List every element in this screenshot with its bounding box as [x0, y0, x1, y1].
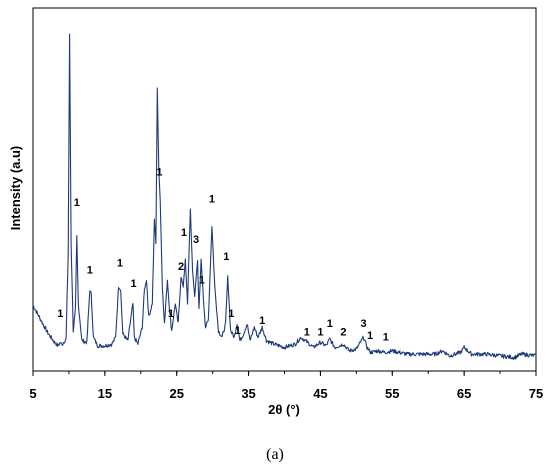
peak-label: 3: [193, 234, 199, 246]
peak-label: 1: [367, 330, 373, 342]
y-axis-title: Intensity (a.u): [8, 146, 23, 231]
x-tick-label: 45: [313, 386, 327, 401]
peak-label: 1: [209, 194, 215, 206]
x-tick-labels: 5 15 25 35 45 55 65 75: [29, 386, 543, 401]
peak-label: 1: [117, 258, 123, 270]
axes: [32, 7, 537, 376]
x-tick-label: 65: [457, 386, 471, 401]
peak-label: 1: [87, 264, 93, 276]
peak-label: 1: [156, 167, 162, 179]
peak-label: 1: [199, 274, 205, 286]
x-tick-label: 25: [169, 386, 183, 401]
x-axis-title: 2θ (°): [268, 402, 300, 417]
peak-label: 1: [317, 327, 323, 339]
peak-label: 1: [168, 308, 174, 320]
peak-label: 2: [340, 327, 346, 339]
x-tick-label: 5: [29, 386, 36, 401]
peak-label: 1: [74, 197, 80, 209]
peak-label: 1: [235, 325, 241, 337]
peak-label: 1: [228, 308, 234, 320]
x-tick-label: 15: [98, 386, 112, 401]
x-tick-label: 75: [529, 386, 543, 401]
peak-label: 3: [360, 318, 366, 330]
xrd-pattern-line: [32, 33, 537, 360]
peak-label: 1: [304, 327, 310, 339]
peak-label: 1: [383, 332, 389, 344]
series-group: [32, 33, 537, 360]
peak-label: 1: [181, 227, 187, 239]
figure-caption: (a): [266, 446, 284, 463]
x-tick-label: 55: [385, 386, 399, 401]
peak-label: 2: [178, 261, 184, 273]
peak-label: 1: [327, 318, 333, 330]
peak-label: 1: [131, 278, 137, 290]
x-tick-label: 35: [241, 386, 255, 401]
plot-frame: [32, 7, 537, 372]
peak-label: 1: [259, 315, 265, 327]
peak-label: 1: [57, 308, 63, 320]
peak-label: 1: [223, 251, 229, 263]
